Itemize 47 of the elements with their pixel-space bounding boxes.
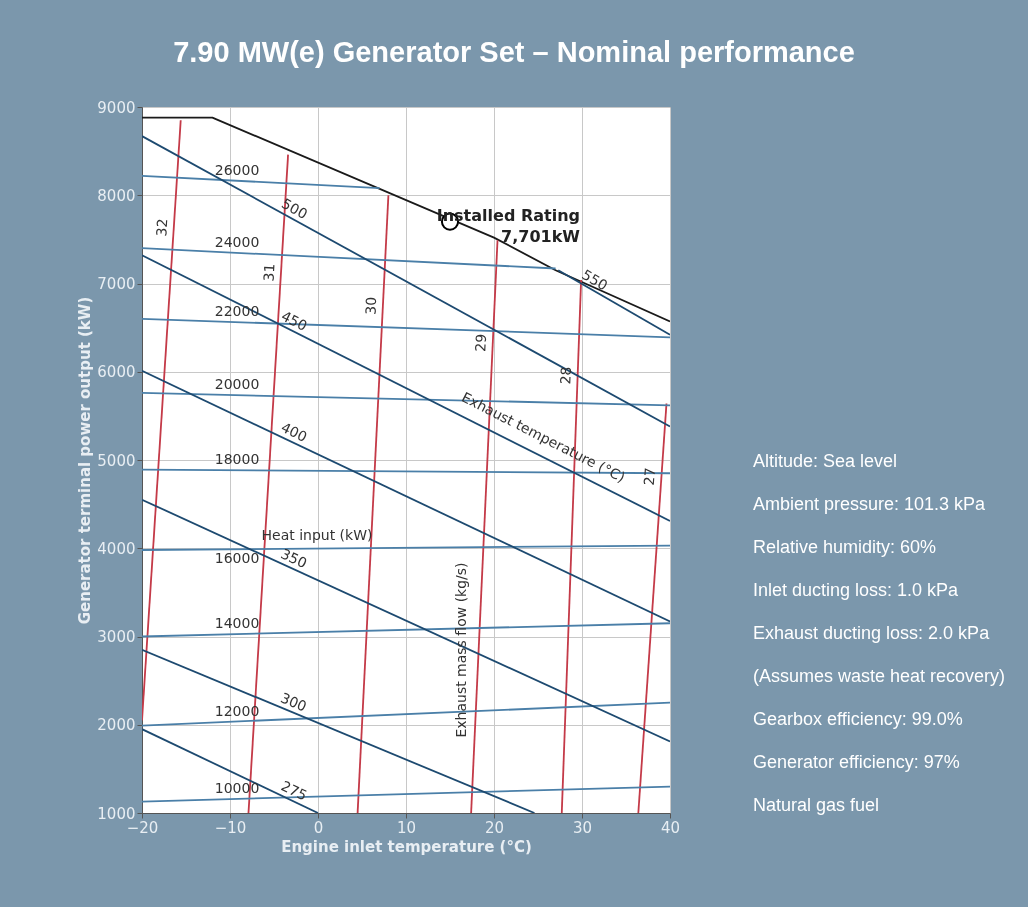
series-label: 18000 xyxy=(214,451,260,468)
text: 400 xyxy=(278,419,310,445)
text: 450 xyxy=(278,307,310,334)
text: 31 xyxy=(260,263,278,282)
x-tick-label: 40 xyxy=(660,818,681,837)
y-tick-label: 8000 xyxy=(97,186,136,205)
text: Altitude: Sea level xyxy=(753,451,898,471)
text: 32 xyxy=(153,218,171,237)
series-label: 26000 xyxy=(214,161,260,178)
x-tick-label: 20 xyxy=(484,818,505,837)
text: 27 xyxy=(640,466,659,486)
text: 350 xyxy=(278,545,310,572)
text: Exhaust ducting loss: 2.0 kPa xyxy=(753,623,991,643)
annotation: Installed Rating 7,701kW xyxy=(436,205,581,246)
y-axis-title: Generator terminal power output (kW) xyxy=(76,296,95,625)
text: Gearbox efficiency: 99.0% xyxy=(753,709,963,729)
x-axis-title: Engine inlet temperature (°C) xyxy=(281,837,532,856)
text: Natural gas fuel xyxy=(753,795,880,815)
text: Inlet ducting loss: 1.0 kPa xyxy=(753,580,960,600)
y-tick-label: 6000 xyxy=(97,363,136,382)
series-label: 24000 xyxy=(214,233,260,250)
text: Ambient pressure: 101.3 kPa xyxy=(753,494,987,514)
x-tick-label: 30 xyxy=(572,818,593,837)
text: 275 xyxy=(278,777,310,804)
x-tick-label: −10 xyxy=(214,818,247,837)
text: 300 xyxy=(278,689,310,715)
series-label: 14000 xyxy=(214,615,260,632)
x-tick-label: 10 xyxy=(396,818,417,837)
chart-title: 7.90 MW(e) Generator Set – Nominal performance xyxy=(173,36,855,68)
y-tick-label: 9000 xyxy=(97,98,136,117)
text: 29 xyxy=(472,333,490,353)
annotation: Exhaust mass flow (kg/s) xyxy=(453,562,469,738)
text: 500 xyxy=(279,195,311,223)
text: 28 xyxy=(557,366,574,385)
series-label: 16000 xyxy=(214,550,260,567)
text: 30 xyxy=(362,296,380,316)
series-label: 20000 xyxy=(214,376,260,393)
y-tick-label: 3000 xyxy=(97,628,136,646)
y-tick-label: 5000 xyxy=(97,451,136,470)
y-tick-label: 7000 xyxy=(97,275,136,293)
text: 550 xyxy=(579,266,611,294)
y-tick-label: 2000 xyxy=(97,716,136,735)
text: (Assumes waste heat recovery) xyxy=(753,666,1006,686)
text: Generator efficiency: 97% xyxy=(753,752,960,772)
y-tick-label: 4000 xyxy=(97,539,136,558)
x-tick-label: 0 xyxy=(313,818,324,837)
text: Relative humidity: 60% xyxy=(753,537,937,557)
